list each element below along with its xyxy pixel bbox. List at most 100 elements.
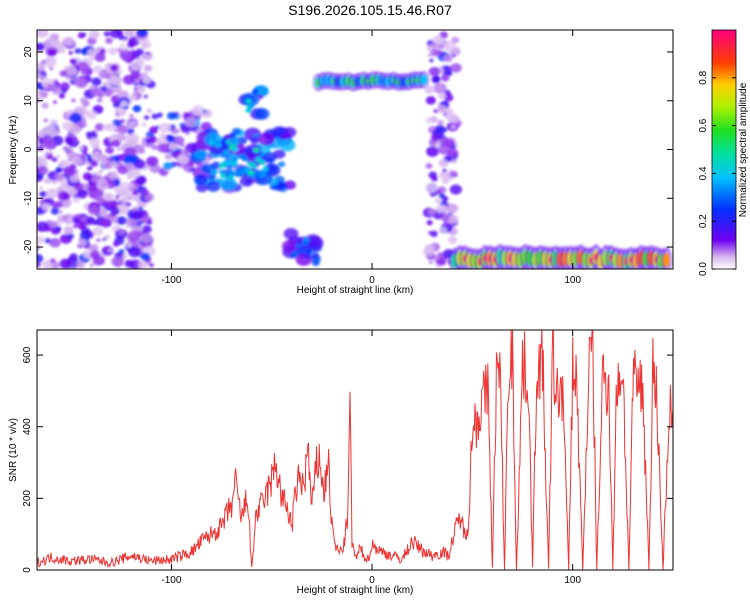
colorbar-tick-label: 0.2: [698, 214, 709, 228]
heatmap-cell: [146, 51, 150, 56]
heatmap-cell: [133, 87, 139, 92]
heatmap-cell: [251, 163, 258, 169]
heatmap-cell: [662, 252, 670, 268]
heatmap-cell: [425, 182, 439, 193]
heatmap-cell: [124, 30, 135, 37]
heatmap-cell: [431, 175, 438, 182]
heatmap-cell: [215, 142, 222, 148]
heatmap-cell: [37, 90, 44, 96]
heatmap-cell: [46, 48, 57, 57]
heatmap-cell: [111, 139, 121, 148]
heatmap-cell: [125, 202, 132, 207]
heatmap-cell: [38, 74, 46, 81]
heatmap-cell: [140, 252, 151, 261]
heatmap-cell: [69, 253, 78, 261]
heatmap-cell: [136, 30, 148, 37]
heatmap-cell: [164, 153, 173, 161]
spectrogram-x-tick-label: 100: [564, 275, 581, 286]
heatmap-cell: [58, 93, 65, 99]
heatmap-cell: [440, 65, 453, 76]
heatmap-cell: [171, 151, 180, 158]
heatmap-cell: [157, 112, 163, 118]
heatmap-cell: [82, 172, 93, 181]
heatmap-cell: [129, 114, 134, 118]
heatmap-cell: [118, 249, 125, 255]
heatmap-cell: [127, 246, 141, 258]
heatmap-cell: [89, 160, 99, 167]
heatmap-cell: [207, 173, 217, 180]
heatmap-cell: [101, 246, 114, 256]
heatmap-cell: [209, 139, 216, 145]
heatmap-cell: [63, 36, 75, 47]
heatmap-cell: [71, 98, 76, 102]
heatmap-cell: [179, 142, 185, 148]
heatmap-cell: [127, 230, 140, 242]
snr-ylabel: SNR (10 * v/v): [8, 418, 19, 482]
heatmap-cell: [220, 177, 238, 191]
heatmap-cell: [85, 181, 98, 192]
heatmap-cell: [116, 132, 127, 142]
heatmap-cell: [50, 207, 60, 215]
heatmap-cell: [93, 65, 103, 74]
heatmap-cell: [202, 109, 207, 114]
heatmap-cell: [262, 166, 269, 172]
heatmap-cell: [120, 43, 124, 47]
heatmap-cell: [250, 137, 260, 145]
heatmap-cell: [135, 48, 145, 56]
heatmap-cell: [96, 97, 103, 103]
heatmap-cell: [311, 260, 320, 267]
heatmap-cell: [126, 133, 140, 145]
heatmap-cell: [140, 40, 152, 49]
heatmap-cell: [423, 247, 435, 257]
heatmap-cell: [68, 51, 73, 55]
heatmap-cell: [55, 166, 63, 173]
heatmap-cell: [247, 170, 254, 176]
heatmap-cell: [43, 136, 54, 146]
heatmap-cell: [448, 114, 460, 124]
heatmap-cell: [424, 85, 435, 95]
heatmap-cell: [253, 107, 270, 120]
heatmap-cell: [433, 82, 447, 94]
heatmap-cell: [451, 158, 457, 164]
heatmap-cell: [206, 180, 221, 192]
heatmap-cell: [89, 263, 95, 267]
heatmap-cell: [260, 172, 267, 178]
heatmap-cell: [305, 254, 311, 259]
heatmap-cell: [123, 154, 137, 166]
heatmap-cell: [103, 192, 114, 202]
heatmap-cell: [41, 102, 49, 109]
heatmap-cell: [442, 168, 447, 173]
heatmap-feature-7: [449, 243, 673, 269]
heatmap-cell: [123, 36, 128, 40]
heatmap-cell: [55, 154, 61, 159]
heatmap-cell: [99, 49, 106, 54]
heatmap-cell: [184, 116, 198, 128]
heatmap-feature-4: [281, 228, 324, 267]
heatmap-cell: [426, 219, 433, 226]
heatmap-cell: [86, 110, 97, 120]
heatmap-cell: [159, 122, 172, 133]
heatmap-cell: [430, 243, 436, 248]
heatmap-cell: [435, 204, 447, 214]
heatmap-cell: [91, 77, 102, 87]
heatmap-cell: [102, 123, 111, 131]
heatmap-cell: [85, 216, 96, 225]
snr-background: [37, 330, 673, 570]
heatmap-cell: [140, 233, 153, 244]
heatmap-cell: [39, 191, 47, 198]
heatmap-cell: [117, 228, 125, 235]
heatmap-cell: [54, 200, 63, 209]
heatmap-cell: [44, 238, 51, 244]
heatmap-cell: [41, 203, 51, 211]
heatmap-cell: [64, 166, 76, 177]
heatmap-cell: [75, 260, 85, 269]
heatmap-cell: [110, 161, 118, 168]
spectrogram-y-tick-label: 0: [23, 146, 34, 152]
heatmap-cell: [78, 146, 84, 151]
heatmap-cell: [86, 154, 92, 159]
heatmap-cell: [120, 100, 128, 107]
spectrogram-y-tick-label: 20: [23, 46, 34, 58]
heatmap-cell: [168, 142, 179, 151]
